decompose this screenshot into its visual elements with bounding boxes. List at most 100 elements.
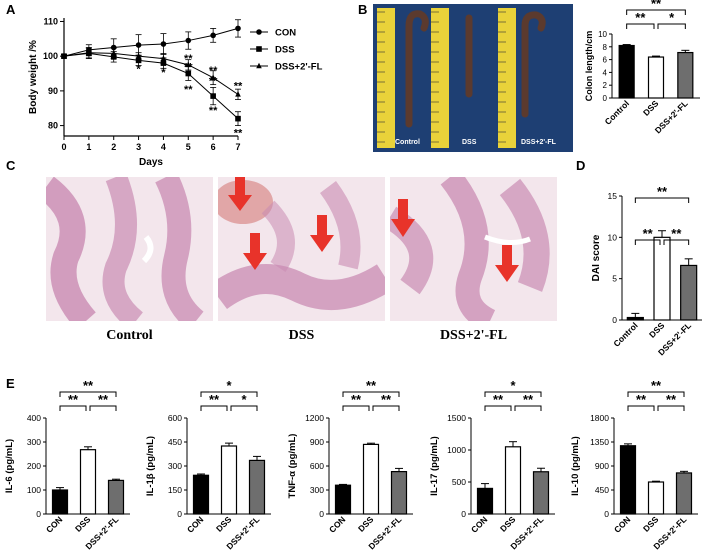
significance-bracket: [627, 405, 655, 411]
legend-marker: [256, 62, 262, 69]
data-point: [61, 52, 67, 59]
bar: [504, 446, 522, 515]
x-tick-label: 7: [235, 142, 240, 152]
colon-photo: Control DSS DSS+2'-FL: [373, 4, 573, 152]
bar: [51, 489, 69, 515]
red-arrow: [228, 177, 252, 211]
bar: [626, 316, 644, 321]
significance-label: *: [241, 392, 247, 407]
significance-label: **: [234, 128, 243, 140]
ruler-control: [377, 8, 395, 148]
photo-label-dss-2fl: DSS+2'-FL: [521, 139, 557, 146]
y-tick-label: 15: [608, 191, 618, 201]
bar: [653, 236, 671, 321]
y-tick-label: 300: [310, 485, 324, 495]
x-tick-label: 0: [61, 142, 66, 152]
bar: [647, 56, 665, 99]
data-point: [235, 91, 241, 97]
y-tick-label: 900: [310, 437, 324, 447]
y-tick-label: 450: [595, 485, 609, 495]
legend-marker: [256, 29, 262, 35]
significance-label: **: [657, 184, 668, 199]
ruler-dss: [431, 8, 449, 148]
significance-label: **: [651, 378, 662, 393]
significance-label: **: [381, 392, 392, 407]
y-tick-label: 200: [27, 461, 41, 471]
significance-bracket: [626, 9, 686, 15]
y-axis-label: IL-6 (pg/mL): [4, 439, 15, 493]
y-axis-label: IL-1β (pg/mL): [145, 436, 156, 496]
x-tick-label: 2: [111, 142, 116, 152]
data-point: [185, 37, 192, 44]
y-tick-label: 0: [319, 509, 324, 519]
significance-label: **: [68, 392, 79, 407]
category-label: CON: [44, 514, 64, 534]
photo-label-dss: DSS: [462, 139, 477, 146]
bar: [248, 459, 266, 515]
category-label: DSS: [641, 98, 661, 118]
y-tick-label: 4: [603, 68, 608, 77]
series-triangle: [61, 47, 241, 100]
significance-bracket: [342, 405, 370, 411]
y-axis-label: Body weight /%: [28, 40, 39, 114]
y-tick-label: 900: [595, 461, 609, 471]
series-line: [63, 27, 239, 57]
significance-bracket: [89, 405, 117, 411]
bar: [532, 471, 550, 515]
bar: [362, 443, 380, 515]
colon-dss-2fl: [521, 11, 546, 118]
data-point: [160, 55, 167, 61]
significance-label: *: [669, 10, 675, 25]
significance-label: **: [209, 65, 218, 77]
histology-caption-control: Control: [106, 328, 153, 343]
category-label: DSS: [356, 514, 376, 534]
bar: [647, 481, 665, 515]
significance-label: *: [161, 67, 166, 79]
significance-bracket: [634, 197, 690, 203]
significance-label: **: [209, 392, 220, 407]
y-tick-label: 100: [27, 485, 41, 495]
category-label: CON: [612, 514, 632, 534]
significance-bracket: [59, 405, 87, 411]
data-point: [210, 32, 216, 39]
bar: [677, 51, 694, 99]
category-label: DSS: [214, 514, 234, 534]
y-tick-label: 300: [27, 437, 41, 447]
y-tick-label: 300: [168, 461, 182, 471]
bar: [334, 484, 352, 515]
data-point: [110, 44, 117, 51]
significance-bracket: [663, 239, 690, 245]
photo-label-control: Control: [395, 139, 420, 146]
significance-label: **: [671, 226, 682, 241]
significance-label: **: [643, 226, 654, 241]
significance-bracket: [484, 405, 512, 411]
category-label: DSS: [498, 514, 518, 534]
data-point: [160, 41, 167, 47]
red-arrow: [243, 233, 267, 270]
histology-dss: [218, 177, 385, 321]
bar: [675, 472, 693, 515]
ruler-dss-2fl: [498, 8, 516, 148]
y-tick-label: 0: [604, 509, 609, 519]
significance-bracket: [200, 391, 258, 397]
y-tick-label: 0: [36, 509, 41, 519]
significance-bracket: [627, 391, 685, 397]
significance-label: **: [184, 62, 193, 74]
data-point: [235, 25, 241, 32]
series-line: [63, 52, 239, 120]
panel-label-a: A: [6, 2, 16, 17]
significance-bracket: [372, 405, 400, 411]
significance-label: *: [510, 378, 516, 393]
category-label: CON: [185, 514, 205, 534]
y-tick-label: 90: [48, 86, 58, 96]
y-tick-label: 10: [598, 30, 607, 39]
y-axis-label: TNF-α (pg/mL): [287, 434, 298, 499]
category-label: DSS: [647, 320, 667, 340]
y-tick-label: 8: [603, 43, 608, 52]
significance-label: **: [209, 105, 218, 117]
y-tick-label: 110: [43, 16, 58, 26]
